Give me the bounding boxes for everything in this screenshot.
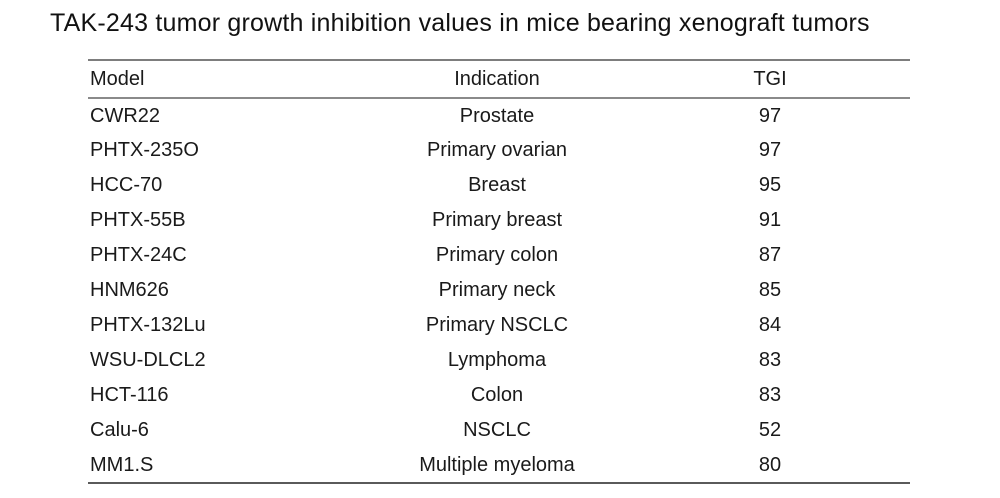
cell-indication: Prostate xyxy=(459,104,535,127)
cell-model: PHTX-132Lu xyxy=(90,314,206,336)
cell-indication: Primary breast xyxy=(431,209,563,231)
cell-model: CWR22 xyxy=(90,104,161,127)
cell-tgi: 91 xyxy=(758,209,782,231)
cell-tgi: 85 xyxy=(758,279,782,301)
cell-model: MM1.S xyxy=(90,453,154,476)
table-row: PHTX-24C Primary colon 87 xyxy=(88,238,910,273)
cell-indication: Lymphoma xyxy=(447,349,547,371)
cell-model: PHTX-55B xyxy=(90,209,186,231)
cell-indication: Multiple myeloma xyxy=(419,453,575,476)
cell-tgi: 83 xyxy=(758,384,782,406)
cell-tgi: 87 xyxy=(758,244,782,266)
table-row: MM1.S Multiple myeloma 80 xyxy=(88,448,910,483)
table-row: PHTX-235O Primary ovarian 97 xyxy=(88,133,910,168)
figure-title: TAK-243 tumor growth inhibition values i… xyxy=(50,9,870,37)
table-body: CWR22 Prostate 97 PHTX-235O Primary ovarian 9… xyxy=(88,98,910,483)
table-row: HCT-116 Colon 83 xyxy=(88,378,910,413)
column-header-tgi: TGI xyxy=(753,67,787,90)
cell-tgi: 97 xyxy=(758,139,782,161)
table-row: Calu-6 NSCLC 52 xyxy=(88,413,910,448)
cell-tgi: 80 xyxy=(758,453,782,476)
cell-model: HCC-70 xyxy=(90,174,163,196)
cell-tgi: 84 xyxy=(758,314,782,336)
cell-indication: Breast xyxy=(468,174,526,196)
cell-model: PHTX-235O xyxy=(90,139,199,161)
cell-tgi: 83 xyxy=(758,349,782,371)
cell-indication: Primary ovarian xyxy=(426,139,568,161)
cell-model: Calu-6 xyxy=(90,419,149,441)
table-row: CWR22 Prostate 97 xyxy=(88,98,910,133)
cell-indication: NSCLC xyxy=(463,419,531,441)
table-row: PHTX-132Lu Primary NSCLC 84 xyxy=(88,308,910,343)
table-row: HCC-70 Breast 95 xyxy=(88,168,910,203)
cell-indication: Primary colon xyxy=(435,244,559,266)
table-row: WSU-DLCL2 Lymphoma 83 xyxy=(88,343,910,378)
cell-model: HNM626 xyxy=(90,279,169,301)
cell-indication: Primary neck xyxy=(438,279,556,301)
cell-tgi: 95 xyxy=(758,174,782,196)
cell-model: HCT-116 xyxy=(90,384,169,406)
table-header: Model Indication TGI xyxy=(88,60,910,98)
tgi-table: Model Indication TGI CWR22 Prostate 97 PHTX… xyxy=(88,59,910,484)
table-row: PHTX-55B Primary breast 91 xyxy=(88,203,910,238)
cell-tgi: 52 xyxy=(758,419,782,441)
table-row: HNM626 Primary neck 85 xyxy=(88,273,910,308)
cell-tgi: 97 xyxy=(758,104,782,127)
cell-model: WSU-DLCL2 xyxy=(90,349,206,371)
cell-indication: Colon xyxy=(470,384,524,406)
cell-model: PHTX-24C xyxy=(90,244,187,266)
column-header-model: Model xyxy=(90,67,145,90)
table-header-row: Model Indication TGI xyxy=(88,60,910,98)
column-header-indication: Indication xyxy=(454,67,540,90)
cell-indication: Primary NSCLC xyxy=(425,314,569,336)
